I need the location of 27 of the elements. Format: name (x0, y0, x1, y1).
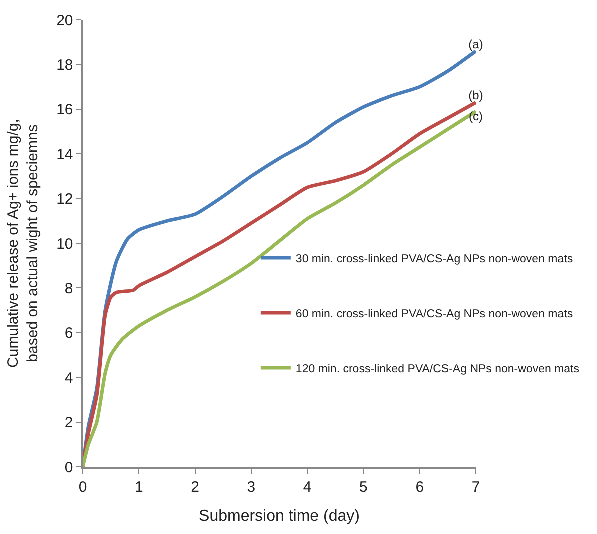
y-tick-label: 18 (56, 56, 74, 74)
y-tick-label: 16 (56, 102, 74, 119)
y-tick-label: 8 (64, 280, 74, 298)
x-tick-label: 7 (472, 478, 480, 496)
y-tick-label: 0 (64, 459, 74, 476)
annotation: (b) (468, 88, 484, 103)
x-tick-label: 6 (416, 478, 424, 496)
x-tick-label: 5 (360, 478, 368, 496)
y-tick-label: 2 (64, 414, 74, 432)
legend-label: 60 min. cross-linked PVA/CS-Ag NPs non-woven mats (296, 308, 574, 320)
x-tick-label: 2 (191, 478, 200, 496)
legend-label: 120 min. cross-linked PVA/CS-Ag NPs non-woven mats (296, 363, 580, 376)
y-tick-label: 20 (56, 12, 74, 30)
annotation: (a) (468, 37, 484, 52)
x-axis-title: Submersion time (day) (199, 508, 360, 525)
x-tick-label: 3 (247, 478, 256, 496)
y-tick-label: 4 (64, 370, 74, 387)
x-tick-label: 0 (78, 478, 88, 496)
legend-label: 30 min. cross-linked PVA/CS-Ag NPs non-woven mats (296, 253, 574, 266)
y-tick-label: 6 (64, 325, 74, 342)
x-tick-label: 1 (134, 478, 144, 496)
x-tick-label: 4 (303, 478, 312, 496)
y-tick-label: 10 (56, 236, 74, 253)
annotation: (c) (469, 110, 483, 124)
y-tick-label: 12 (56, 191, 74, 208)
y-tick-label: 14 (56, 146, 74, 164)
y-axis-title: Cumulative release of Ag+ ions mg/g, based on actual wight of speciemns (4, 119, 42, 368)
